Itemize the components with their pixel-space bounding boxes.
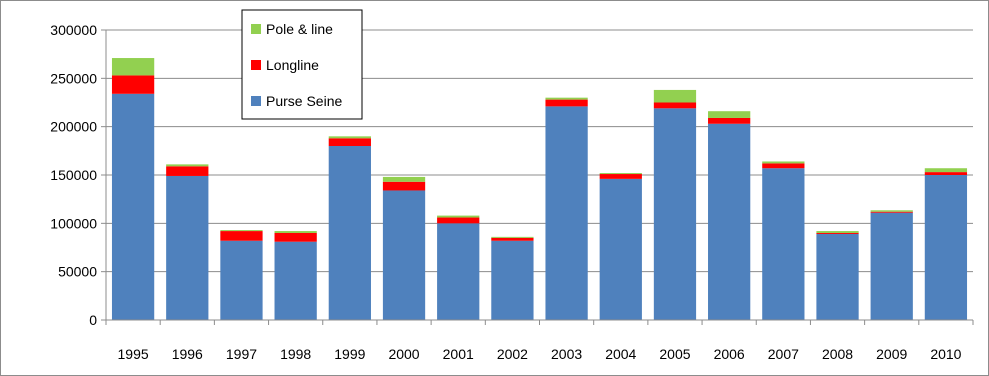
legend-swatch [251,96,261,106]
y-tick-label: 300000 [50,22,97,38]
bar-purse-seine-2000 [382,190,426,320]
bar-purse-seine-2004 [599,178,642,320]
bar-purse-seine-2006 [708,123,751,321]
bar-longline-2010 [924,172,968,175]
x-tick-label: 2008 [822,346,853,362]
bar-purse-seine-2009 [870,212,913,320]
bar-pole-line-2003 [545,97,588,100]
x-tick-label: 2006 [714,346,745,362]
bar-longline-2002 [491,237,534,241]
bar-purse-seine-1999 [328,146,371,320]
bar-pole-line-1999 [328,136,371,139]
bar-longline-1999 [328,138,371,146]
y-tick-label: 250000 [50,70,97,86]
x-tick-label: 2001 [443,346,474,362]
bar-longline-2000 [382,181,426,191]
bar-longline-2001 [437,217,480,224]
bar-pole-line-2007 [762,161,805,164]
bar-longline-2007 [762,163,805,169]
y-tick-label: 0 [89,312,97,328]
legend: Pole & line Longline Purse Seine [241,9,363,120]
bar-pole-line-2008 [816,231,859,233]
bar-longline-2009 [870,211,913,213]
x-tick-label: 2004 [605,346,636,362]
bar-pole-line-1998 [274,231,317,233]
bar-longline-2005 [653,102,697,109]
bar-pole-line-1996 [166,164,209,167]
bar-purse-seine-1997 [220,240,263,320]
bar-purse-seine-2001 [437,223,480,320]
legend-label: Longline [266,57,319,73]
x-tick-labels: 1995 1996 1997 1998 1999 2000 2001 2002 2003 2004… [105,320,974,362]
bar-purse-seine-2003 [545,106,588,320]
x-tick-label: 1999 [334,346,365,362]
bar-pole-line-2006 [708,111,751,118]
bar-longline-1996 [166,166,209,176]
bar-purse-seine-2007 [762,168,805,320]
x-tick-label: 1996 [172,346,203,362]
x-tick-label: 2003 [551,346,582,362]
bar-purse-seine-2010 [924,175,968,320]
bars [111,58,968,321]
bar-purse-seine-1995 [111,93,155,320]
bar-pole-line-2010 [924,168,968,173]
y-tick-label: 150000 [50,167,97,183]
y-tick-labels: 0 50000 100000 150000 200000 250000 300000 [50,22,106,328]
x-tick-label: 1995 [118,346,149,362]
bar-pole-line-2001 [437,215,480,218]
bar-longline-2003 [545,99,588,107]
bar-longline-2004 [599,174,642,179]
bar-pole-line-2004 [599,173,642,175]
legend-swatch [251,60,261,70]
bar-pole-line-2002 [491,236,534,238]
bar-longline-2006 [708,117,751,124]
bar-longline-1995 [111,75,155,94]
x-tick-label: 2007 [768,346,799,362]
bar-purse-seine-2008 [816,233,859,320]
bar-purse-seine-2002 [491,240,534,320]
bar-longline-1998 [274,233,317,242]
x-tick-label: 1997 [226,346,257,362]
x-tick-label: 1998 [280,346,311,362]
bar-pole-line-2009 [870,210,913,212]
legend-box [241,9,363,120]
legend-label: Purse Seine [266,93,342,109]
legend-swatch [251,24,261,34]
bar-longline-2008 [816,233,859,234]
x-tick-label: 2000 [388,346,419,362]
y-tick-label: 100000 [50,215,97,231]
x-tick-label: 2005 [659,346,690,362]
x-tick-label: 2009 [876,346,907,362]
bar-purse-seine-2005 [653,108,697,320]
bar-pole-line-1997 [220,230,263,232]
bar-pole-line-2000 [382,176,426,182]
y-tick-label: 200000 [50,119,97,135]
bar-pole-line-1995 [111,58,155,76]
legend-label: Pole & line [266,21,333,37]
y-tick-label: 50000 [58,264,97,280]
bar-purse-seine-1998 [274,241,317,320]
bar-longline-1997 [220,231,263,241]
x-tick-label: 2010 [930,346,961,362]
bar-purse-seine-1996 [166,175,209,320]
x-tick-label: 2002 [497,346,528,362]
bar-pole-line-2005 [653,89,697,103]
